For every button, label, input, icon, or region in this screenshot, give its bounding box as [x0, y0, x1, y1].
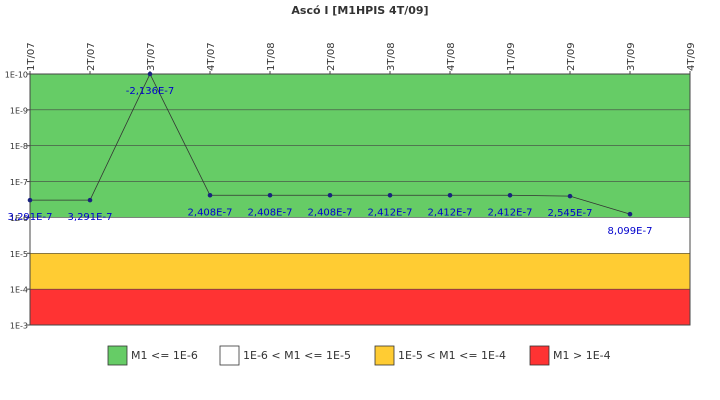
x-tick-label: 1T/07 [26, 42, 37, 71]
legend-swatch [219, 345, 240, 366]
x-tick-label: 2T/07 [86, 42, 97, 71]
x-tick-label: 3T/09 [626, 42, 637, 71]
y-tick-label: 1E-3 [10, 322, 28, 331]
legend-label: 1E-6 < M1 <= 1E-5 [243, 349, 351, 362]
band [30, 289, 690, 325]
data-label: 2,408E-7 [308, 207, 353, 218]
data-label: 8,099E-7 [608, 226, 653, 237]
point [387, 192, 393, 198]
data-label: 2,412E-7 [368, 207, 413, 218]
y-tick-label: 1E-10 [5, 71, 28, 80]
x-tick-label: 4T/08 [446, 42, 457, 71]
x-tick-label: 2T/08 [326, 42, 337, 71]
data-label: 2,545E-7 [548, 208, 593, 219]
point [267, 192, 273, 198]
y-tick-label: 1E-7 [10, 178, 28, 187]
point [87, 197, 93, 203]
point [207, 192, 213, 198]
legend-swatch [107, 345, 128, 366]
legend-label: 1E-5 < M1 <= 1E-4 [398, 349, 506, 362]
data-label: 2,408E-7 [248, 207, 293, 218]
legend-swatch [374, 345, 395, 366]
data-label: 3,291E-7 [68, 212, 113, 223]
point [507, 192, 513, 198]
point [627, 211, 633, 217]
y-tick-label: 1E-4 [10, 286, 28, 295]
legend-label: M1 <= 1E-6 [131, 349, 198, 362]
data-label: 2,412E-7 [428, 207, 473, 218]
point [147, 71, 153, 77]
data-label: 2,412E-7 [488, 207, 533, 218]
data-label: 3,291E-7 [8, 212, 53, 223]
point [567, 193, 573, 199]
band [30, 253, 690, 290]
x-tick-label: 3T/08 [386, 42, 397, 71]
legend-swatch [529, 345, 550, 366]
point [327, 192, 333, 198]
y-tick-label: 1E-6 [10, 214, 28, 223]
x-tick-label: 4T/07 [206, 42, 217, 71]
data-label: 2,408E-7 [188, 207, 233, 218]
band [30, 217, 690, 254]
point [447, 192, 453, 198]
x-tick-label: 3T/07 [146, 42, 157, 71]
legend-label: M1 > 1E-4 [553, 349, 611, 362]
data-label: -2,136E-7 [126, 86, 175, 97]
x-tick-label: 2T/09 [566, 42, 577, 71]
x-tick-label: 1T/08 [266, 42, 277, 71]
chart-title: Ascó I [M1HPIS 4T/09] [291, 4, 428, 17]
x-tick-label: 4T/09 [686, 42, 697, 71]
y-tick-label: 1E-8 [10, 142, 28, 151]
x-tick-label: 1T/09 [506, 42, 517, 71]
y-tick-label: 1E-9 [10, 106, 28, 115]
point [27, 197, 33, 203]
y-tick-label: 1E-5 [10, 250, 28, 259]
